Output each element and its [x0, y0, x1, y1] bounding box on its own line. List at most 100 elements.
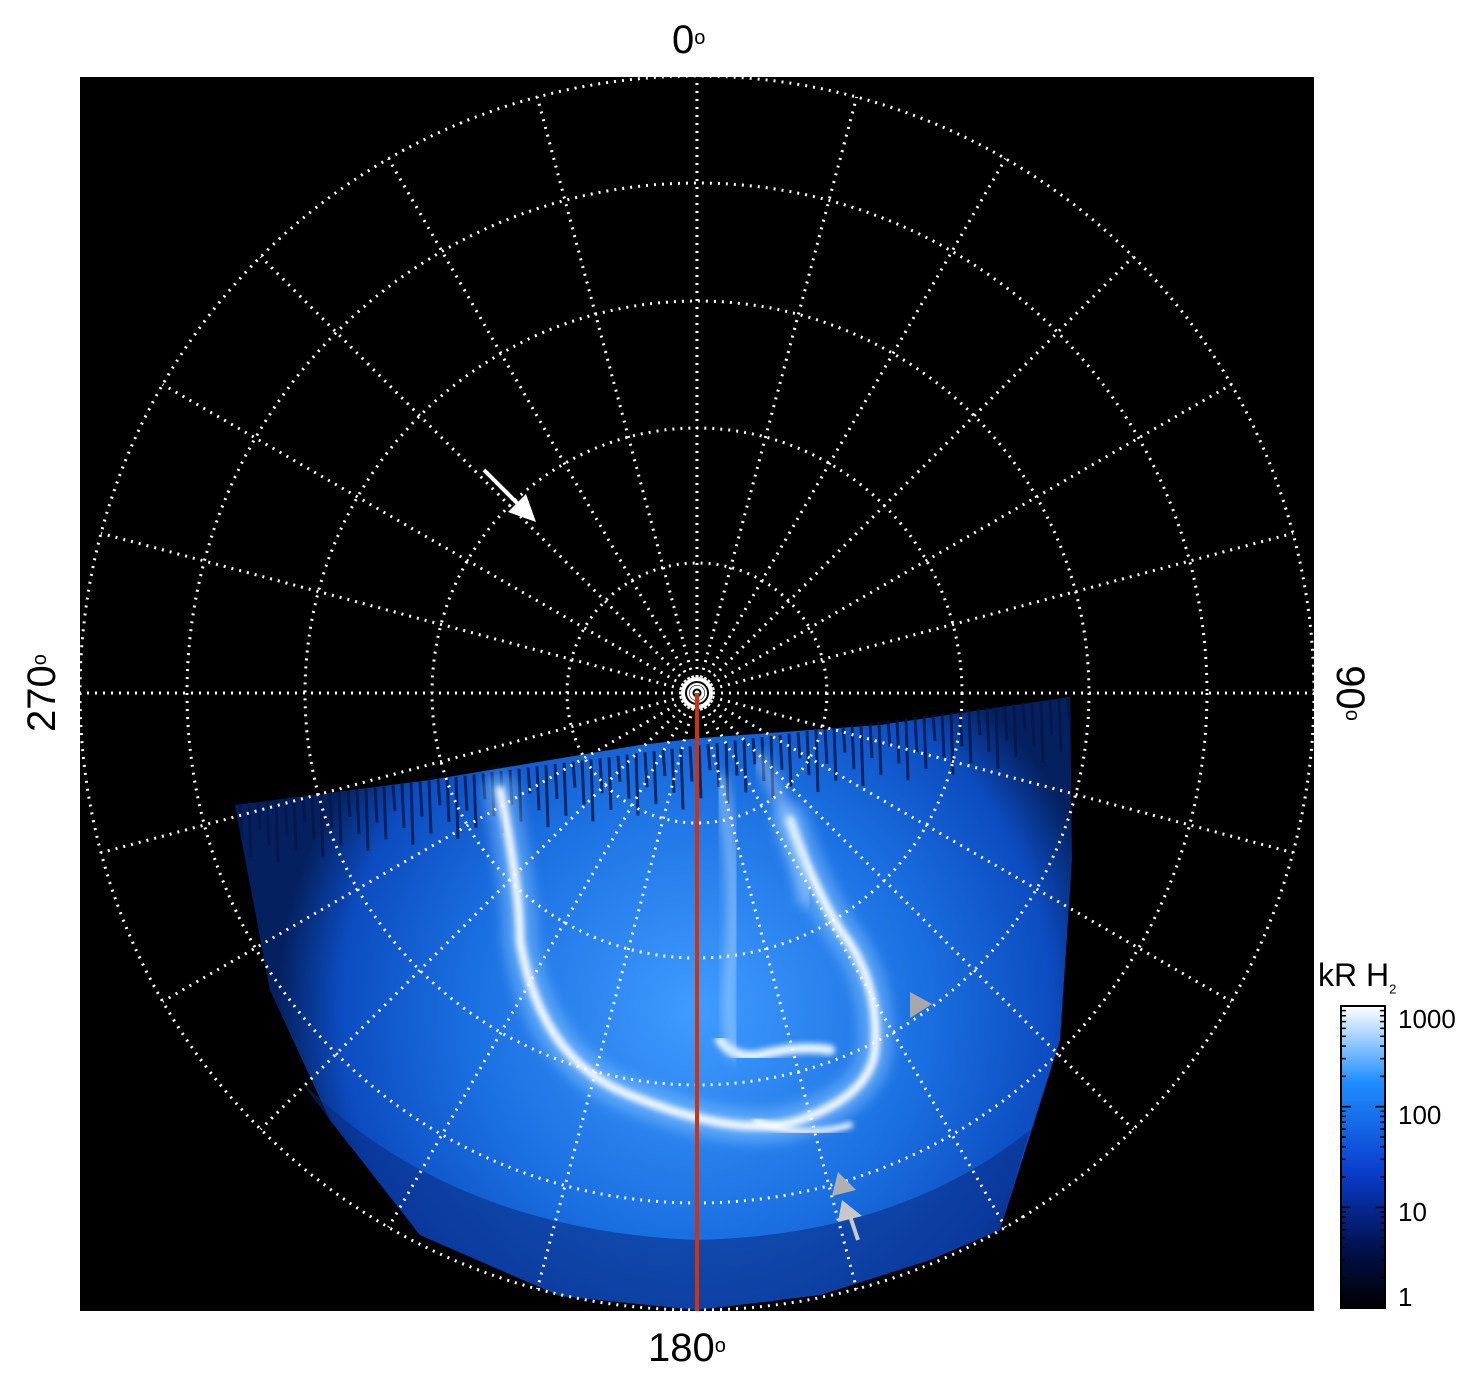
edge-streak	[409, 782, 415, 845]
edge-streak	[832, 727, 838, 781]
grey-arrow-right	[910, 992, 932, 1018]
edge-streak	[607, 756, 613, 811]
edge-streak	[940, 713, 946, 758]
auroral-oval	[483, 753, 893, 1144]
edge-streak	[553, 763, 559, 800]
label-0-deg: 0o	[672, 18, 706, 62]
edge-streak	[562, 762, 568, 816]
edge-streak	[1021, 703, 1027, 730]
edge-streak	[391, 784, 397, 812]
edge-streak	[697, 745, 703, 799]
edge-streak	[445, 777, 451, 823]
edge-streak	[724, 741, 730, 804]
edge-streak	[895, 719, 901, 764]
edge-streak	[1003, 705, 1009, 741]
label-90-deg: 90o	[1328, 665, 1372, 721]
edge-streak	[688, 746, 694, 782]
colorbar-minor-ticks	[1341, 1005, 1385, 1309]
edge-streak	[859, 724, 865, 787]
edge-streak	[418, 781, 424, 817]
colorbar-tick-1: 1	[1398, 1282, 1413, 1312]
edge-streak	[337, 792, 343, 846]
edge-streak	[850, 725, 856, 770]
noise-band	[300, 1080, 1030, 1310]
white-arrow	[482, 468, 536, 522]
emission-region	[235, 697, 1072, 1310]
edge-streak	[787, 733, 793, 787]
edge-streak	[877, 721, 883, 775]
edge-streak	[256, 802, 262, 829]
edge-streak	[355, 789, 361, 834]
edge-streak	[634, 753, 640, 816]
edge-streak	[400, 783, 406, 828]
label-270-deg: 270o	[20, 654, 64, 732]
colorbar-title: kR H2	[1318, 957, 1397, 997]
edge-streak	[742, 739, 748, 793]
edge-streak	[652, 751, 658, 805]
edge-streak	[994, 706, 1000, 769]
edge-streak	[301, 796, 307, 823]
edge-streak	[805, 731, 811, 776]
edge-streak	[1066, 697, 1072, 724]
edge-streak	[319, 794, 325, 857]
edge-streak	[382, 786, 388, 840]
edge-streak	[598, 758, 604, 794]
edge-streak	[733, 740, 739, 776]
edge-streak	[985, 707, 991, 752]
edge-streak	[778, 734, 784, 770]
edge-streak	[472, 774, 478, 828]
edge-streak	[1057, 698, 1063, 752]
edge-streak	[958, 711, 964, 747]
edge-streak	[625, 754, 631, 799]
edge-streak	[931, 714, 937, 741]
colorbar	[1340, 1005, 1386, 1309]
edge-streak	[841, 726, 847, 753]
edge-streak	[868, 722, 874, 759]
edge-streak	[643, 752, 649, 788]
edge-streak	[364, 788, 370, 851]
edge-streak	[589, 759, 595, 822]
label-180-deg: 180o	[648, 1326, 726, 1370]
edge-streak	[886, 720, 892, 747]
edge-streak	[328, 793, 334, 829]
edge-streak	[796, 732, 802, 759]
colorbar-tick-10: 10	[1398, 1197, 1427, 1227]
edge-streak	[670, 748, 676, 793]
edge-streak	[373, 787, 379, 823]
edge-streak	[346, 790, 352, 818]
edge-streak	[544, 765, 550, 828]
edge-streak	[679, 747, 685, 810]
edge-streak	[247, 803, 253, 857]
edge-streak	[706, 743, 712, 771]
edge-streak	[580, 760, 586, 805]
edge-streak	[535, 766, 541, 811]
edge-streak	[976, 708, 982, 736]
edge-streak	[1030, 701, 1036, 747]
edge-streak	[310, 795, 316, 840]
edge-streaks	[238, 697, 1072, 863]
edge-streak	[292, 797, 298, 852]
edge-streak	[265, 801, 271, 846]
edge-streak	[238, 804, 244, 841]
edge-streak	[1039, 700, 1045, 763]
edge-streak	[823, 728, 829, 764]
edge-streak	[274, 800, 280, 863]
edge-streak	[436, 779, 442, 806]
edge-streak	[661, 749, 667, 777]
edge-streak	[913, 717, 919, 753]
edge-streak	[949, 712, 955, 775]
edge-streak	[616, 755, 622, 782]
edge-streak	[1048, 699, 1054, 735]
edge-streak	[463, 775, 469, 811]
colorbar-tick-1000: 1000	[1398, 1004, 1456, 1034]
edge-streak	[1012, 704, 1018, 758]
edge-streak	[922, 715, 928, 770]
grey-arrow-bottom	[832, 1172, 862, 1241]
edge-streak	[283, 799, 289, 835]
edge-streak	[427, 780, 433, 834]
edge-streak	[967, 710, 973, 764]
colorbar-tick-100: 100	[1398, 1100, 1442, 1130]
edge-streak	[571, 761, 577, 788]
